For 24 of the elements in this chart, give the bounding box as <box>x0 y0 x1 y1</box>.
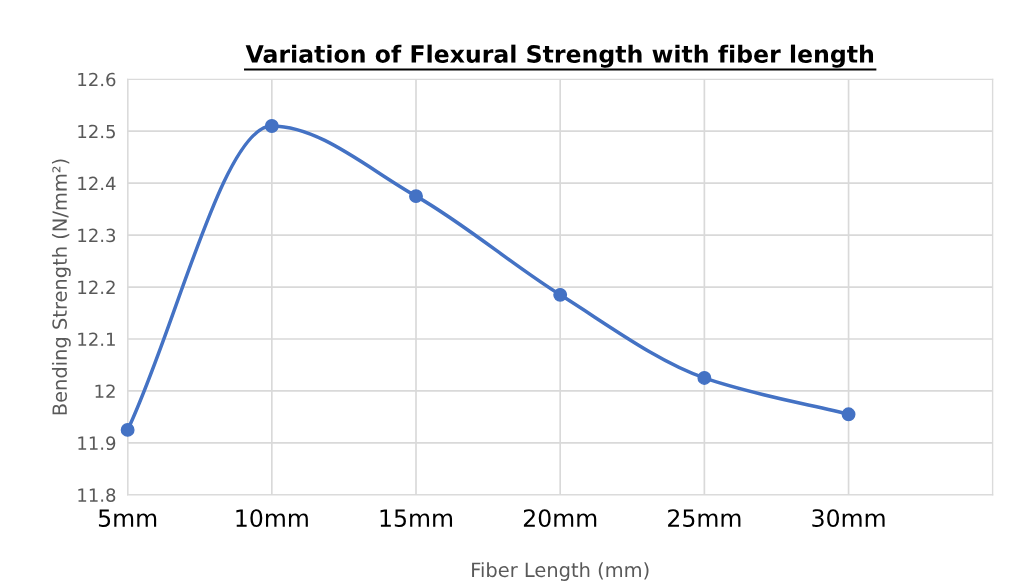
y-tick-label: 12.2 <box>78 280 115 294</box>
point <box>697 371 712 385</box>
y-tick-label: 12.6 <box>78 72 116 87</box>
x-axis-title: Fiber Length (mm) <box>472 562 649 581</box>
y-tick-label: 12.4 <box>78 176 116 190</box>
chart-title: Variation of Flexural Strength with fiber length <box>245 44 874 68</box>
y-tick-label: 11.9 <box>78 436 116 451</box>
y-axis-title: Bending Strength (N/mm²) <box>51 159 71 415</box>
x-tick-label: 25mm <box>668 509 741 528</box>
x-tick-label: 15mm <box>380 509 453 528</box>
point <box>264 119 279 133</box>
x-tick-label: 30mm <box>812 509 885 528</box>
x-tick-label: 20mm <box>523 509 597 528</box>
point <box>409 189 423 204</box>
y-tick-label: 11.8 <box>78 488 116 502</box>
y-tick-label: 12.3 <box>78 228 116 243</box>
x-tick-label: 5mm <box>98 509 157 528</box>
y-tick-label: 12 <box>95 384 115 398</box>
y-tick-label: 12.5 <box>78 124 115 139</box>
point <box>553 287 568 302</box>
y-tick-label: 12.1 <box>78 332 115 346</box>
point <box>841 407 856 422</box>
x-tick-label: 10mm <box>236 509 308 528</box>
point <box>120 422 135 437</box>
